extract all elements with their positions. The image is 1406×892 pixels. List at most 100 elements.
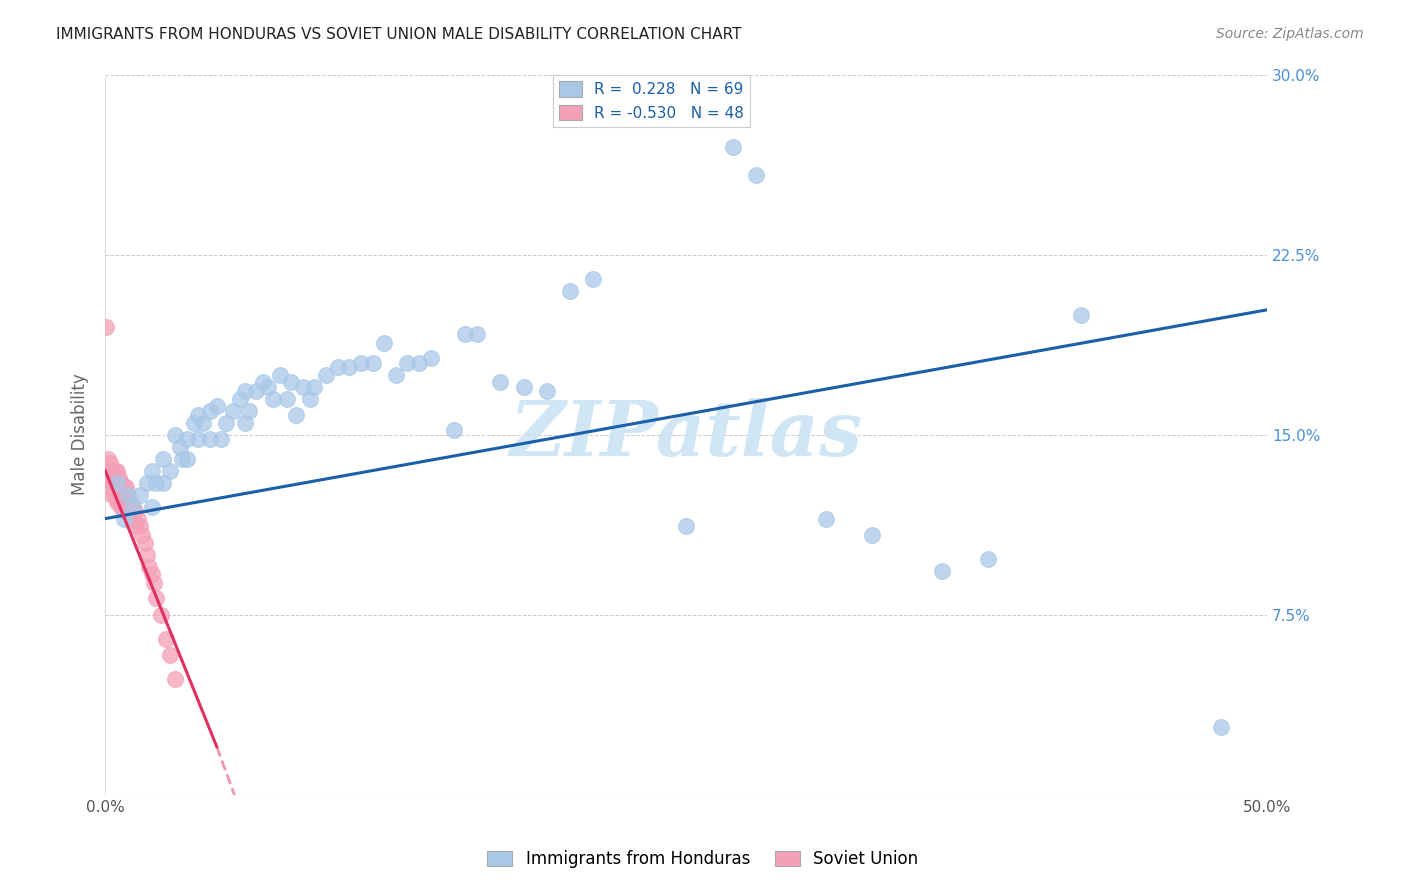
Point bbox=[1209, 721, 1232, 735]
Point bbox=[262, 392, 284, 406]
Point bbox=[124, 504, 146, 518]
Point bbox=[284, 409, 307, 423]
Legend: R =  0.228   N = 69, R = -0.530   N = 48: R = 0.228 N = 69, R = -0.530 N = 48 bbox=[553, 75, 749, 127]
Point bbox=[108, 495, 131, 509]
Point bbox=[304, 379, 326, 393]
Point bbox=[120, 504, 142, 518]
Point bbox=[127, 511, 149, 525]
Point bbox=[124, 518, 146, 533]
Point bbox=[136, 475, 159, 490]
Point bbox=[141, 500, 163, 514]
Point bbox=[117, 504, 139, 518]
Point bbox=[96, 451, 118, 466]
Point bbox=[215, 416, 238, 430]
Point bbox=[155, 632, 177, 646]
Point bbox=[222, 403, 245, 417]
Point bbox=[145, 475, 167, 490]
Point bbox=[170, 451, 193, 466]
Point bbox=[152, 451, 174, 466]
Point bbox=[582, 271, 605, 285]
Point bbox=[110, 500, 132, 514]
Point bbox=[337, 360, 360, 375]
Point bbox=[209, 433, 232, 447]
Point bbox=[191, 416, 214, 430]
Point bbox=[187, 409, 209, 423]
Point bbox=[257, 379, 280, 393]
Point bbox=[150, 607, 173, 622]
Point bbox=[101, 464, 124, 478]
Text: ZIPatlas: ZIPatlas bbox=[510, 398, 863, 472]
Point bbox=[169, 440, 191, 454]
Point bbox=[129, 518, 152, 533]
Point bbox=[269, 368, 291, 382]
Point bbox=[112, 480, 135, 494]
Point bbox=[105, 475, 128, 490]
Point bbox=[745, 169, 768, 183]
Point bbox=[134, 535, 156, 549]
Point bbox=[98, 457, 121, 471]
Point bbox=[98, 480, 121, 494]
Point bbox=[814, 511, 837, 525]
Point bbox=[138, 559, 160, 574]
Point bbox=[198, 433, 221, 447]
Point bbox=[931, 565, 953, 579]
Point bbox=[384, 368, 406, 382]
Point bbox=[108, 480, 131, 494]
Point bbox=[122, 500, 145, 514]
Point bbox=[361, 355, 384, 369]
Point bbox=[145, 591, 167, 605]
Point bbox=[112, 511, 135, 525]
Point bbox=[198, 403, 221, 417]
Point bbox=[233, 416, 256, 430]
Point bbox=[110, 475, 132, 490]
Point bbox=[112, 504, 135, 518]
Point bbox=[143, 576, 166, 591]
Y-axis label: Male Disability: Male Disability bbox=[72, 374, 89, 495]
Point bbox=[238, 403, 260, 417]
Point bbox=[183, 416, 205, 430]
Point bbox=[205, 399, 228, 413]
Point bbox=[117, 488, 139, 502]
Point bbox=[136, 548, 159, 562]
Point bbox=[98, 471, 121, 485]
Point bbox=[122, 500, 145, 514]
Point bbox=[721, 139, 744, 153]
Point bbox=[105, 475, 128, 490]
Legend: Immigrants from Honduras, Soviet Union: Immigrants from Honduras, Soviet Union bbox=[481, 844, 925, 875]
Point bbox=[101, 488, 124, 502]
Point bbox=[408, 355, 430, 369]
Point bbox=[115, 495, 138, 509]
Point bbox=[291, 379, 314, 393]
Point bbox=[122, 511, 145, 525]
Point bbox=[176, 433, 198, 447]
Point bbox=[152, 475, 174, 490]
Point bbox=[176, 451, 198, 466]
Point bbox=[419, 351, 441, 365]
Point bbox=[977, 552, 1000, 566]
Point bbox=[103, 464, 125, 478]
Point bbox=[465, 326, 488, 341]
Point bbox=[396, 355, 419, 369]
Point bbox=[536, 384, 558, 399]
Point bbox=[1070, 308, 1092, 322]
Point bbox=[141, 464, 163, 478]
Point bbox=[163, 673, 186, 687]
Point bbox=[105, 480, 128, 494]
Point bbox=[233, 384, 256, 399]
Point bbox=[131, 528, 153, 542]
Point bbox=[326, 360, 349, 375]
Point bbox=[141, 566, 163, 581]
Point bbox=[115, 480, 138, 494]
Point bbox=[108, 471, 131, 485]
Point bbox=[187, 433, 209, 447]
Point bbox=[512, 379, 534, 393]
Point bbox=[454, 326, 477, 341]
Point bbox=[101, 475, 124, 490]
Point bbox=[675, 518, 697, 533]
Point bbox=[558, 284, 581, 298]
Point bbox=[350, 355, 373, 369]
Point bbox=[159, 464, 181, 478]
Point bbox=[105, 495, 128, 509]
Point bbox=[105, 464, 128, 478]
Point bbox=[373, 336, 395, 351]
